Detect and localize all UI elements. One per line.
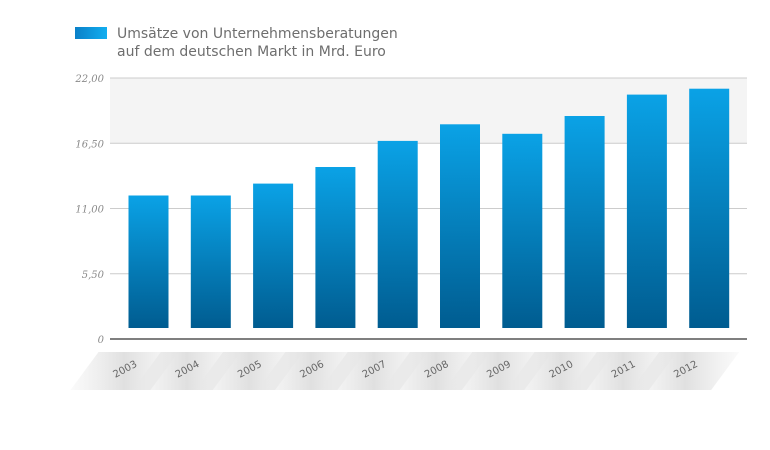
bar bbox=[689, 88, 730, 328]
bar bbox=[502, 133, 543, 328]
legend-line-2: auf dem deutschen Markt in Mrd. Euro bbox=[117, 44, 386, 60]
legend: Umsätze von Unternehmensberatungen auf d… bbox=[75, 26, 398, 60]
y-tick-label: 22,00 bbox=[74, 74, 104, 85]
bar bbox=[315, 167, 356, 328]
bar bbox=[128, 195, 169, 328]
bar bbox=[377, 140, 418, 328]
bar bbox=[190, 195, 231, 328]
bar bbox=[440, 124, 480, 328]
y-tick-label: 5,50 bbox=[82, 270, 105, 281]
x-label-band-shape bbox=[631, 352, 740, 390]
y-tick-label: 16,50 bbox=[75, 139, 104, 150]
legend-line-1: Umsätze von Unternehmensberatungen bbox=[117, 26, 398, 42]
legend-swatch bbox=[75, 27, 107, 39]
x-label-band bbox=[631, 352, 740, 390]
bar bbox=[626, 94, 667, 328]
y-axis-ticks: 0 5,50 11,00 16,50 22,00 bbox=[74, 74, 104, 346]
bars bbox=[128, 88, 730, 328]
bar bbox=[253, 183, 294, 328]
y-tick-label: 11,00 bbox=[75, 205, 104, 216]
x-axis-labels: 2003 2004 2005 2006 2007 2008 2009 2010 2011 2012 bbox=[70, 352, 740, 390]
y-tick-label: 0 bbox=[98, 335, 105, 346]
bar bbox=[564, 116, 605, 328]
